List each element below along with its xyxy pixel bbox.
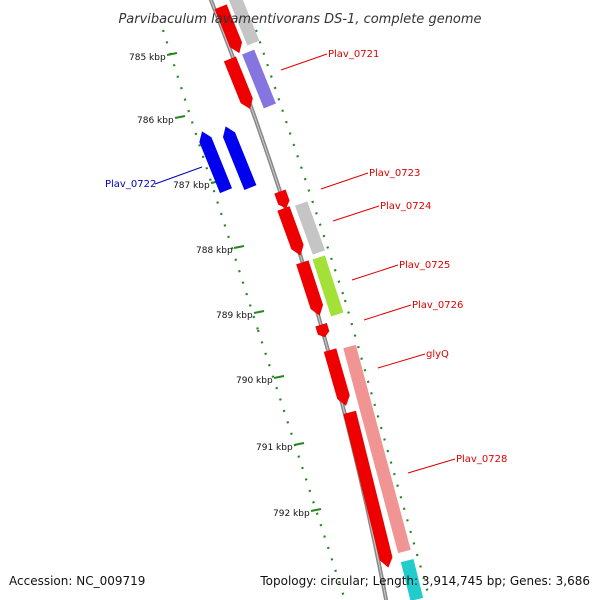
- accession-text: Accession: NC_009719: [9, 574, 146, 588]
- gene-arrow-blue[interactable]: [196, 129, 233, 194]
- ruler-tick-mark: [310, 508, 322, 512]
- ruler-tick-label: 786 kbp: [137, 116, 174, 126]
- gene-arrow-blue[interactable]: [220, 124, 257, 191]
- gene-bar-lime[interactable]: [312, 255, 344, 317]
- cds-arrow[interactable]: [214, 4, 246, 55]
- ruler-tick-mark: [166, 52, 178, 56]
- cds-arrow[interactable]: [315, 323, 330, 339]
- topology-text: Topology: circular; Length: 3,914,745 bp…: [260, 574, 590, 588]
- ruler-tick-label: 787 kbp: [173, 181, 210, 191]
- gene-leader-line: [154, 166, 203, 185]
- cds-arrow[interactable]: [323, 348, 352, 407]
- gene-bar-gray[interactable]: [228, 0, 260, 46]
- gene-label-plav_0722[interactable]: Plav_0722: [105, 179, 156, 190]
- cds-arrow[interactable]: [223, 56, 256, 112]
- gene-label-plav_0724[interactable]: Plav_0724: [380, 201, 431, 212]
- gene-bar-cyan[interactable]: [400, 559, 424, 600]
- ruler-tick-mark: [273, 375, 285, 379]
- ruler-tick-mark: [293, 442, 305, 446]
- cds-arrow[interactable]: [343, 410, 394, 569]
- ruler-tick-label: 790 kbp: [236, 376, 273, 386]
- gene-label-plav_0726[interactable]: Plav_0726: [412, 300, 463, 311]
- cds-arrow[interactable]: [274, 189, 291, 210]
- gene-label-plav_0723[interactable]: Plav_0723: [369, 168, 420, 179]
- ruler-track-left-upper: [161, 29, 260, 331]
- gene-leader-line: [351, 264, 399, 281]
- gene-leader-line: [363, 304, 412, 321]
- cds-arrow[interactable]: [296, 260, 326, 317]
- ruler-tick-label: 789 kbp: [216, 311, 253, 321]
- gene-label-plav_0728[interactable]: Plav_0728: [456, 454, 507, 465]
- gene-leader-line: [407, 458, 456, 474]
- cds-arrow[interactable]: [277, 206, 306, 257]
- gene-bar-purple[interactable]: [242, 49, 276, 109]
- gene-leader-line: [332, 205, 380, 222]
- gene-leader-line: [320, 172, 369, 190]
- ruler-tick-mark: [253, 310, 265, 314]
- genome-title: Parvibaculum lavamentivorans DS-1, compl…: [118, 12, 481, 27]
- ticks-layer: 785 kbp 786 kbp 787 kbp 788 kbp 789 kbp 790 k…: [129, 29, 432, 600]
- ruler-tick-label: 788 kbp: [196, 246, 233, 256]
- ruler-tick-mark: [174, 115, 186, 119]
- gene-bar-pink[interactable]: [343, 344, 411, 554]
- features-layer: [196, 0, 424, 600]
- gene-label-glyq[interactable]: glyQ: [426, 349, 449, 360]
- ruler-tick-label: 791 kbp: [256, 443, 293, 453]
- gene-bar-gray[interactable]: [294, 201, 326, 255]
- gene-label-plav_0721[interactable]: Plav_0721: [328, 49, 379, 60]
- gene-leader-line: [280, 53, 328, 71]
- gene-leader-line: [377, 353, 426, 369]
- labels-layer: Plav_0721 Plav_0722 Plav_0723 Plav_0724 Plav…: [105, 49, 507, 474]
- ruler-tick-label: 792 kbp: [273, 509, 310, 519]
- ruler-tick-mark: [233, 245, 245, 249]
- ruler-tick-label: 785 kbp: [129, 53, 166, 63]
- gene-label-plav_0725[interactable]: Plav_0725: [399, 260, 450, 271]
